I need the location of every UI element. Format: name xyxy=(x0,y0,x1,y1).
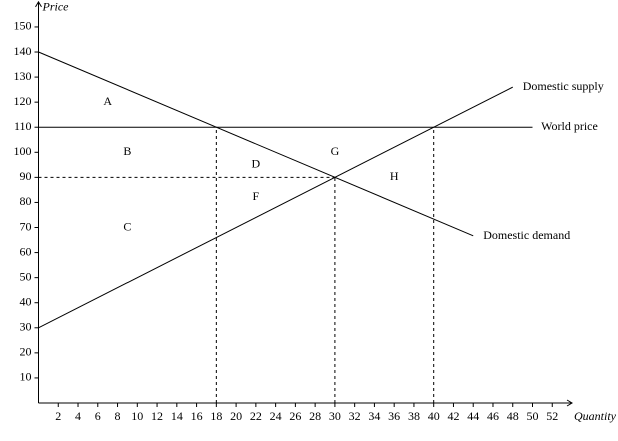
curve-label: Domestic demand xyxy=(483,227,571,242)
x-tick-label: 24 xyxy=(270,409,282,423)
x-tick-label: 16 xyxy=(191,409,203,423)
y-axis-label: Price xyxy=(42,0,70,14)
x-tick-label: 52 xyxy=(546,409,558,423)
x-tick-label: 18 xyxy=(210,409,222,423)
curve-label: Domestic supply xyxy=(522,79,604,94)
y-tick-label: 10 xyxy=(20,370,32,384)
x-tick-label: 36 xyxy=(388,409,400,423)
x-tick-label: 4 xyxy=(75,409,81,423)
x-tick-label: 20 xyxy=(230,409,242,423)
curve xyxy=(38,86,513,329)
x-tick-label: 8 xyxy=(115,409,121,423)
x-tick-label: 2 xyxy=(55,409,61,423)
x-tick-label: 26 xyxy=(289,409,301,423)
area-label: C xyxy=(123,219,131,233)
y-tick-label: 30 xyxy=(20,320,32,334)
x-tick-label: 44 xyxy=(467,409,479,423)
x-tick-label: 30 xyxy=(329,409,341,423)
x-tick-label: 50 xyxy=(527,409,539,423)
y-tick-label: 120 xyxy=(14,94,32,108)
y-tick-label: 130 xyxy=(14,69,32,83)
curve xyxy=(38,51,474,237)
area-label: H xyxy=(390,169,399,183)
y-tick-label: 90 xyxy=(20,169,32,183)
x-tick-label: 28 xyxy=(309,409,321,423)
y-tick-label: 80 xyxy=(20,194,32,208)
y-tick-label: 50 xyxy=(20,269,32,283)
x-arrow xyxy=(566,399,573,407)
y-tick-label: 60 xyxy=(20,244,32,258)
x-tick-label: 6 xyxy=(95,409,101,423)
y-tick-label: 40 xyxy=(20,294,32,308)
area-label: A xyxy=(103,94,112,108)
x-tick-label: 40 xyxy=(428,409,440,423)
x-tick-label: 12 xyxy=(151,409,163,423)
area-label: B xyxy=(123,144,131,158)
x-tick-label: 22 xyxy=(250,409,262,423)
y-tick-label: 150 xyxy=(14,19,32,33)
y-tick-label: 140 xyxy=(14,44,32,58)
x-tick-label: 34 xyxy=(368,409,380,423)
y-tick-label: 100 xyxy=(14,144,32,158)
x-tick-label: 32 xyxy=(349,409,361,423)
x-tick-label: 10 xyxy=(131,409,143,423)
x-tick-label: 42 xyxy=(447,409,459,423)
x-tick-label: 46 xyxy=(487,409,499,423)
y-tick-label: 110 xyxy=(14,119,32,133)
area-label: D xyxy=(252,157,261,171)
x-tick-label: 14 xyxy=(171,409,183,423)
x-tick-label: 48 xyxy=(507,409,519,423)
area-label: G xyxy=(331,144,340,158)
y-arrow xyxy=(35,0,42,8)
y-tick-label: 20 xyxy=(20,345,32,359)
curve-label: World price xyxy=(541,119,598,134)
y-tick-label: 70 xyxy=(20,219,32,233)
x-axis-label: Quantity xyxy=(574,409,617,423)
x-tick-label: 38 xyxy=(408,409,420,423)
area-label: F xyxy=(253,189,260,203)
